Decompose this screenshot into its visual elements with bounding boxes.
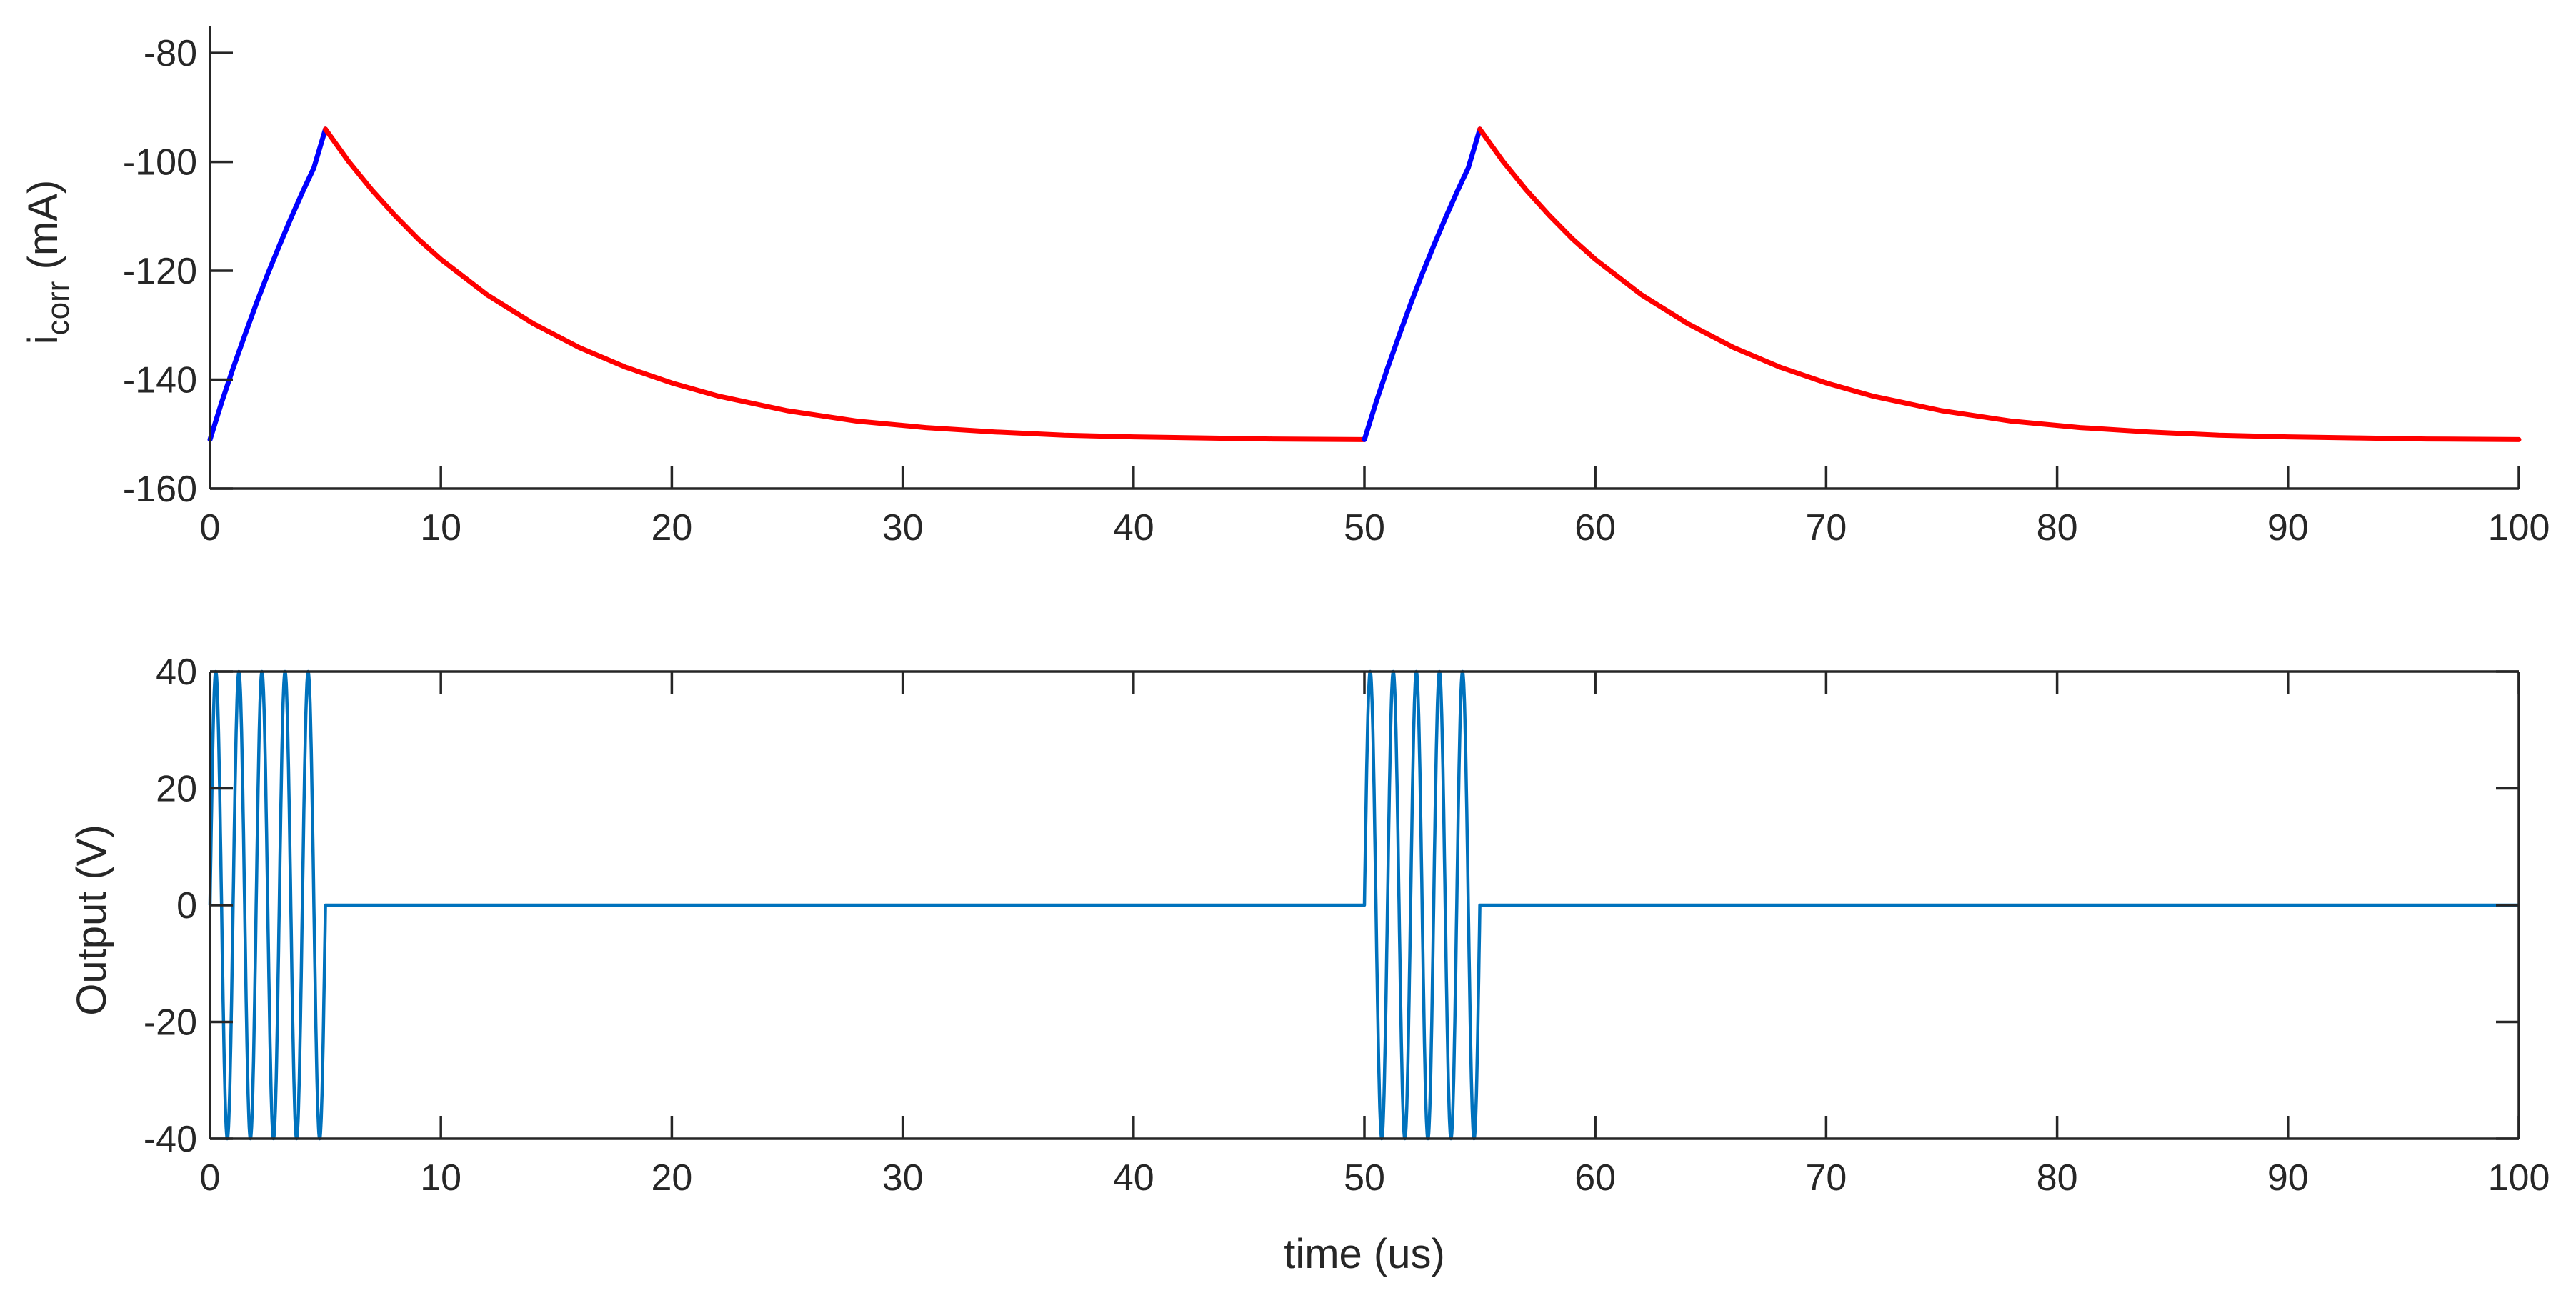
bottom-x-tick-label: 20 [651,1157,692,1199]
bottom-x-tick-label: 50 [1344,1157,1385,1199]
bottom-y-tick-label: 20 [156,769,197,810]
top-series-charge-2 [1362,126,1483,442]
bottom-x-tick-label: 60 [1574,1157,1616,1199]
bottom-x-tick-label: 30 [882,1157,924,1199]
bottom-x-tick-label: 70 [1805,1157,1847,1199]
top-y-tick-label: -80 [144,33,197,74]
top-plot: 0 10 20 30 40 50 60 70 80 90 100 -160 -140 -120 -100 -8… [20,26,2550,549]
top-x-tick-label: 80 [2037,507,2078,549]
top-x-tick-label: 100 [2488,507,2550,549]
top-y-axis-label-unit: (mA) [20,180,66,281]
bottom-x-tick-label: 0 [200,1157,221,1199]
top-x-tick-label: 70 [1805,507,1847,549]
bottom-y-tick-label: 40 [156,652,197,693]
top-ticks: 0 10 20 30 40 50 60 70 80 90 100 -160 -140 -120 -100 -8… [123,33,2550,549]
bottom-series-group [208,669,2520,1141]
bottom-ticks: 0 10 20 30 40 50 60 70 80 90 100 -40 -20 0 20 40 [144,652,2550,1199]
top-y-tick-label: -160 [123,469,197,510]
x-axis-label: time (us) [1284,1231,1445,1277]
top-x-tick-label: 50 [1344,507,1385,549]
top-y-axis-label-subscript: corr [41,281,76,336]
bottom-x-tick-label: 80 [2037,1157,2078,1199]
top-series-decay-1 [323,126,1367,442]
bottom-x-tick-label: 10 [420,1157,461,1199]
top-y-tick-label: -100 [123,142,197,184]
top-y-axis-label-main: i [20,335,66,344]
bottom-y-tick-label: 0 [176,885,197,927]
top-y-tick-label: -120 [123,251,197,292]
top-x-tick-label: 60 [1574,507,1616,549]
top-x-tick-label: 30 [882,507,924,549]
top-x-tick-label: 90 [2267,507,2309,549]
bottom-plot: 0 10 20 30 40 50 60 70 80 90 100 -40 -20 0 20 40 Output… [69,652,2550,1277]
top-x-tick-label: 10 [420,507,461,549]
top-series-decay-2 [1477,126,2522,442]
top-y-tick-label: -140 [123,360,197,401]
bottom-y-tick-label: -40 [144,1119,197,1160]
bottom-series-output [208,669,2520,1141]
bottom-y-axis-label: Output (V) [69,824,115,1016]
top-y-axis-label: icorr (mA) [20,180,76,344]
top-x-tick-label: 0 [200,507,221,549]
bottom-x-tick-label: 90 [2267,1157,2309,1199]
top-series-group [207,126,2522,442]
top-x-tick-label: 20 [651,507,692,549]
bottom-x-tick-label: 40 [1113,1157,1154,1199]
bottom-x-tick-label: 100 [2488,1157,2550,1199]
bottom-y-tick-label: -20 [144,1002,197,1044]
top-x-tick-label: 40 [1113,507,1154,549]
